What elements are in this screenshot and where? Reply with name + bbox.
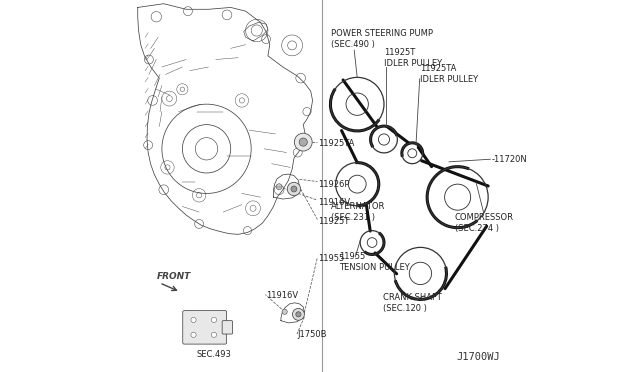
Text: 11925TA
IDLER PULLEY: 11925TA IDLER PULLEY — [420, 64, 479, 84]
Circle shape — [292, 308, 305, 320]
Circle shape — [287, 182, 301, 196]
Text: SEC.493: SEC.493 — [196, 350, 232, 359]
Text: 11916V: 11916V — [266, 291, 298, 300]
Text: J1700WJ: J1700WJ — [457, 352, 500, 362]
Circle shape — [191, 332, 196, 337]
Circle shape — [296, 312, 301, 317]
Text: 11916V: 11916V — [318, 198, 350, 207]
Circle shape — [191, 317, 196, 323]
Circle shape — [282, 309, 287, 314]
Text: ALTERNATOR
(SEC.231 ): ALTERNATOR (SEC.231 ) — [331, 202, 385, 222]
Text: 11925T: 11925T — [318, 217, 349, 226]
Text: POWER STEERING PUMP
(SEC.490 ): POWER STEERING PUMP (SEC.490 ) — [331, 29, 433, 49]
Text: J1750B: J1750B — [298, 330, 327, 339]
Text: 11926P: 11926P — [318, 180, 349, 189]
Circle shape — [291, 186, 297, 192]
Circle shape — [294, 133, 312, 151]
Text: -11720N: -11720N — [491, 155, 527, 164]
Text: COMPRESSOR
(SEC.274 ): COMPRESSOR (SEC.274 ) — [454, 213, 514, 233]
Circle shape — [211, 317, 216, 323]
Text: CRANK SHAFT
(SEC.120 ): CRANK SHAFT (SEC.120 ) — [383, 293, 442, 313]
FancyBboxPatch shape — [183, 311, 227, 344]
Text: 11955: 11955 — [318, 254, 344, 263]
FancyBboxPatch shape — [222, 321, 232, 334]
Text: 11925T
IDLER PULLEY: 11925T IDLER PULLEY — [384, 48, 442, 68]
Circle shape — [276, 184, 282, 190]
Text: 11925TA: 11925TA — [318, 139, 355, 148]
Circle shape — [299, 138, 307, 146]
Text: 11955
TENSION PULLEY: 11955 TENSION PULLEY — [339, 252, 410, 272]
Text: FRONT: FRONT — [157, 272, 191, 281]
Circle shape — [211, 332, 216, 337]
